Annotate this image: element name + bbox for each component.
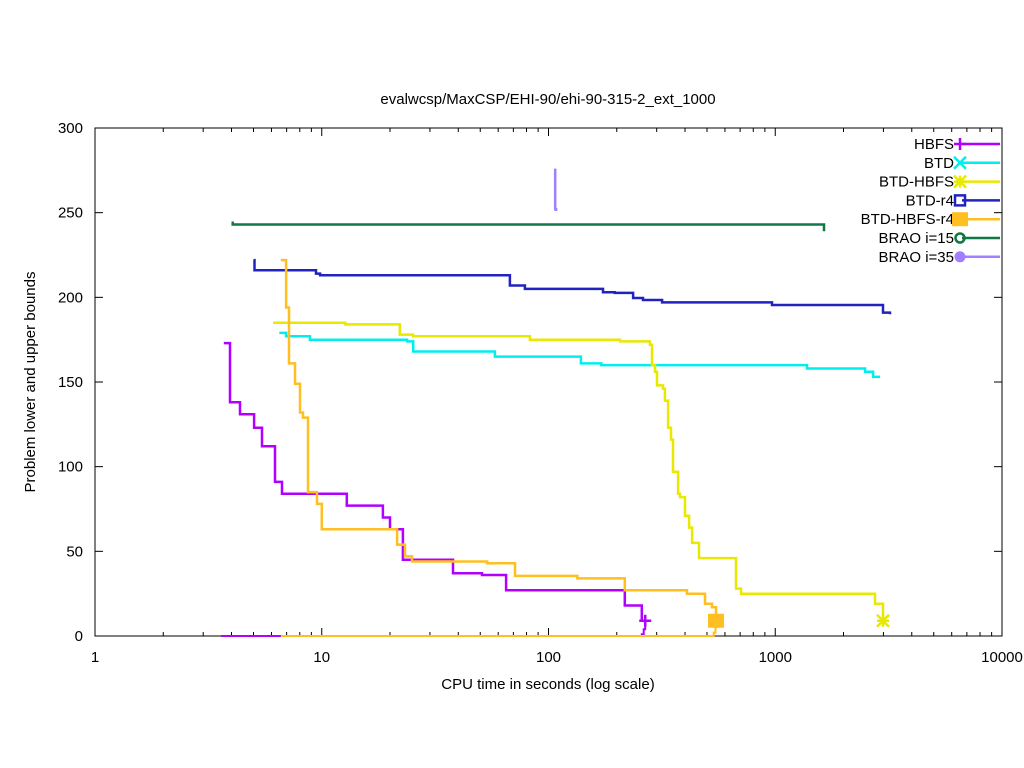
- legend-item: HBFS: [914, 136, 1000, 153]
- legend-label: BTD-HBFS: [879, 174, 954, 191]
- legend-marker-icon: [952, 212, 968, 227]
- marker-stroke: [639, 614, 652, 627]
- legend-item: BTD: [924, 155, 1000, 172]
- y-tick-label: 50: [66, 543, 83, 560]
- legend-item: BTD-r4: [906, 192, 1000, 209]
- series-line-brao-i-15: [231, 221, 826, 232]
- legend-marker-icon: [954, 138, 966, 150]
- legend-item: BRAO i=15: [879, 230, 1000, 247]
- marker-shape: [954, 251, 966, 263]
- legend-label: BTD-HBFS-r4: [861, 211, 954, 228]
- y-tick-label: 250: [58, 205, 83, 222]
- series-line-btd-r4: [253, 258, 892, 315]
- legend-label: HBFS: [914, 136, 954, 153]
- legend-marker-icon: [954, 251, 966, 263]
- series-end-marker-btd-hbfs: [876, 613, 890, 628]
- marker-stroke: [953, 174, 967, 189]
- legend-marker-icon: [953, 194, 967, 207]
- series-end-marker-btd-hbfs-r4: [708, 613, 725, 628]
- legend-item: BTD-HBFS-r4: [861, 211, 1000, 228]
- y-tick-label: 150: [58, 374, 83, 391]
- y-tick-label: 200: [58, 289, 83, 306]
- series-line-btd: [279, 331, 881, 379]
- marker-shape: [708, 613, 725, 628]
- legend-label: BTD: [924, 155, 954, 172]
- legend-marker-icon: [953, 155, 967, 170]
- series-line-brao-i-35: [553, 168, 558, 211]
- y-axis-label: Problem lower and upper bounds: [22, 272, 39, 493]
- x-tick-label: 10: [313, 649, 330, 666]
- marker-shape: [954, 232, 966, 244]
- legend-item: BTD-HBFS: [879, 174, 1000, 191]
- series-line-btd-hbfs: [273, 321, 885, 621]
- y-tick-label: 100: [58, 459, 83, 476]
- marker-stroke: [953, 155, 967, 170]
- legend-marker-icon: [953, 174, 967, 189]
- legend-label: BRAO i=35: [879, 249, 954, 266]
- series-end-marker-hbfs: [639, 614, 652, 627]
- chart-title: evalwcsp/MaxCSP/EHI-90/ehi-90-315-2_ext_…: [380, 91, 715, 108]
- y-tick-label: 300: [58, 120, 83, 137]
- marker-stroke: [876, 613, 890, 628]
- series-line-hbfs: [223, 341, 646, 623]
- marker-shape: [952, 212, 968, 227]
- series-line-btd-hbfs-r4: [280, 258, 718, 621]
- legend-label: BRAO i=15: [879, 230, 954, 247]
- x-tick-label: 10000: [981, 649, 1023, 666]
- series-lower-hbfs: [221, 620, 647, 637]
- legend-marker-icon: [954, 232, 966, 244]
- legend-label: BTD-r4: [906, 192, 954, 209]
- legend-item: BRAO i=35: [879, 249, 1000, 266]
- marker-stroke: [954, 138, 966, 150]
- marker-shape: [953, 194, 967, 207]
- x-tick-label: 1: [91, 649, 99, 666]
- x-axis-label: CPU time in seconds (log scale): [441, 676, 654, 693]
- y-tick-label: 0: [75, 628, 83, 645]
- x-tick-label: 100: [536, 649, 561, 666]
- x-tick-label: 1000: [759, 649, 792, 666]
